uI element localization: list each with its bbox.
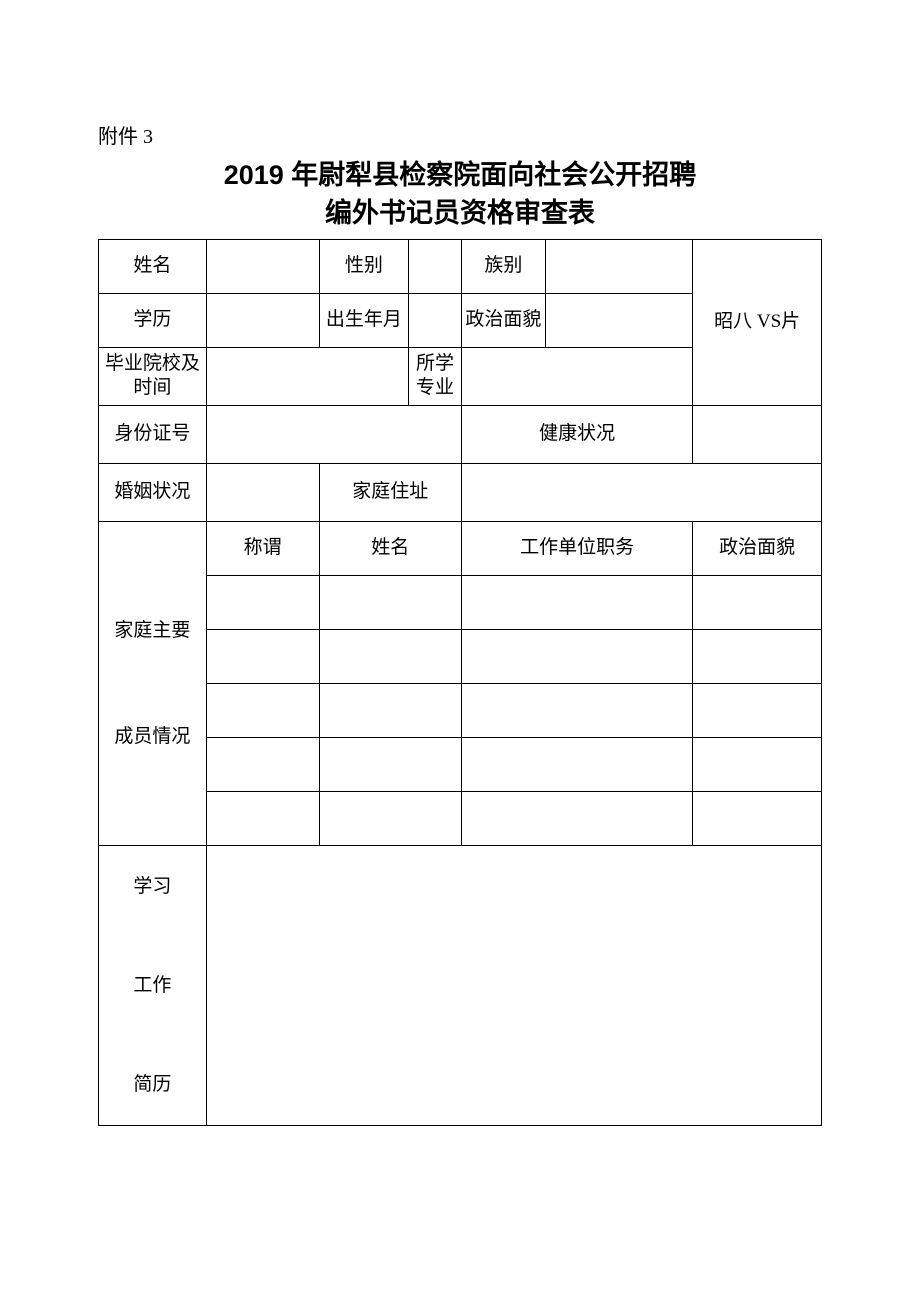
label-photo: 昭八 VS片 — [693, 239, 822, 405]
label-gender: 性别 — [319, 239, 409, 293]
label-home-address: 家庭住址 — [319, 463, 461, 521]
family-row-work — [461, 629, 692, 683]
label-birth-date: 出生年月 — [319, 293, 409, 347]
family-row-work — [461, 575, 692, 629]
value-major — [461, 347, 692, 405]
family-row-name — [319, 791, 461, 845]
family-row-name — [319, 575, 461, 629]
value-birth-date — [409, 293, 462, 347]
family-row-work — [461, 683, 692, 737]
value-name — [206, 239, 319, 293]
value-political-status — [545, 293, 692, 347]
value-resume — [206, 845, 821, 1125]
family-row-political — [693, 575, 822, 629]
value-health — [693, 405, 822, 463]
family-row-relation — [206, 629, 319, 683]
label-family-name: 姓名 — [319, 521, 461, 575]
family-row-work — [461, 791, 692, 845]
label-relation: 称谓 — [206, 521, 319, 575]
family-row-name — [319, 629, 461, 683]
label-school-time: 毕业院校及时间 — [99, 347, 207, 405]
value-id-number — [206, 405, 461, 463]
page-title-line-1: 2019 年尉犁县检察院面向社会公开招聘 — [98, 157, 822, 195]
family-row-work — [461, 737, 692, 791]
family-row-political — [693, 683, 822, 737]
label-marital: 婚姻状况 — [99, 463, 207, 521]
value-gender — [409, 239, 462, 293]
family-row-relation — [206, 737, 319, 791]
label-ethnicity: 族别 — [461, 239, 545, 293]
page-title-line-2: 编外书记员资格审查表 — [98, 195, 822, 233]
family-row-relation — [206, 683, 319, 737]
label-major: 所学专业 — [409, 347, 462, 405]
label-family-section: 家庭主要成员情况 — [99, 521, 207, 845]
label-name: 姓名 — [99, 239, 207, 293]
family-row-political — [693, 629, 822, 683]
family-row-political — [693, 791, 822, 845]
value-home-address — [461, 463, 821, 521]
label-resume: 学习工作简历 — [99, 845, 207, 1125]
label-work-unit: 工作单位职务 — [461, 521, 692, 575]
form-table: 姓名 性别 族别 昭八 VS片 学历 出生年月 政治面貌 毕业院校及时间 所学专… — [98, 239, 822, 1126]
value-school-time — [206, 347, 408, 405]
value-marital — [206, 463, 319, 521]
label-id-number: 身份证号 — [99, 405, 207, 463]
family-row-relation — [206, 791, 319, 845]
value-ethnicity — [545, 239, 692, 293]
label-family-political: 政治面貌 — [693, 521, 822, 575]
family-row-name — [319, 683, 461, 737]
attachment-label: 附件 3 — [98, 120, 822, 149]
value-education — [206, 293, 319, 347]
label-political-status: 政治面貌 — [461, 293, 545, 347]
family-row-name — [319, 737, 461, 791]
label-education: 学历 — [99, 293, 207, 347]
family-row-political — [693, 737, 822, 791]
family-row-relation — [206, 575, 319, 629]
label-health: 健康状况 — [461, 405, 692, 463]
